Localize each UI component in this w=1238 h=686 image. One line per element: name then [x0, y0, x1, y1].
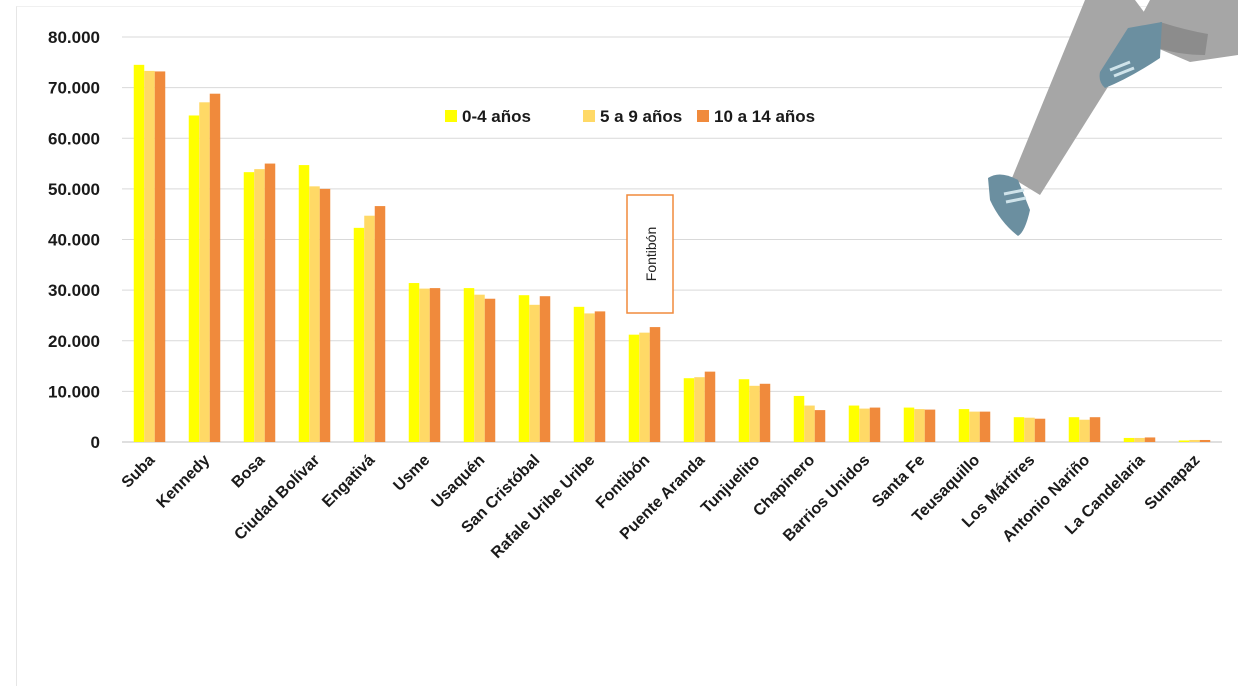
y-tick-label: 50.000 — [48, 180, 100, 199]
bar — [759, 383, 771, 442]
bar — [859, 408, 870, 442]
legend-swatch — [445, 110, 457, 122]
x-tick-label: Suba — [119, 452, 159, 492]
bar — [979, 411, 991, 442]
bar — [1068, 417, 1080, 442]
bar — [584, 313, 595, 442]
legend-label: 5 a 9 años — [600, 107, 682, 126]
bar — [1034, 418, 1046, 442]
bar — [649, 327, 661, 442]
bar — [903, 407, 915, 442]
bar — [869, 407, 881, 442]
bar — [529, 304, 540, 442]
bar — [419, 288, 430, 442]
bar — [408, 283, 420, 442]
x-tick-label: Engativá — [319, 452, 378, 511]
legend-swatch — [697, 110, 709, 122]
bar — [804, 405, 815, 442]
bar — [364, 215, 375, 442]
x-tick-label: Bosa — [229, 452, 269, 492]
bar — [704, 371, 716, 442]
bar — [1144, 437, 1156, 442]
x-tick-label: Rafale Uribe Uribe — [488, 452, 598, 562]
bar — [188, 115, 200, 442]
bar — [958, 409, 970, 442]
x-tick-label: Usme — [390, 452, 433, 495]
bar — [694, 377, 705, 442]
bar — [594, 311, 606, 442]
x-tick-label: Kennedy — [154, 452, 214, 512]
bar — [1178, 440, 1190, 442]
legend-label: 0-4 años — [462, 107, 531, 126]
y-tick-label: 80.000 — [48, 28, 100, 47]
bar — [1079, 419, 1090, 442]
bar — [924, 409, 936, 442]
y-tick-label: 40.000 — [48, 231, 100, 250]
y-tick-label: 30.000 — [48, 281, 100, 300]
shoe-laces — [1003, 188, 1027, 204]
bar — [264, 163, 276, 442]
bar — [639, 332, 650, 442]
bar — [133, 64, 145, 442]
legend-label: 10 a 14 años — [714, 107, 815, 126]
bar — [429, 288, 441, 442]
bar — [474, 294, 485, 442]
bar — [848, 405, 860, 442]
bar — [683, 378, 695, 442]
bar — [914, 409, 925, 442]
y-tick-label: 10.000 — [48, 382, 100, 401]
bar — [518, 295, 530, 442]
bar — [484, 298, 496, 442]
bar — [309, 186, 320, 442]
legend: 0-4 años 5 a 9 años 10 a 14 años — [445, 107, 815, 126]
bar — [154, 71, 166, 443]
bar — [628, 334, 640, 442]
bar — [1123, 437, 1135, 442]
shoe-laces — [1109, 60, 1135, 78]
y-tick-label: 20.000 — [48, 332, 100, 351]
fontibon-annotation: Fontibón — [626, 194, 674, 314]
bar — [209, 93, 221, 442]
bar — [1013, 417, 1025, 442]
runner-leg-shadow — [1158, 22, 1208, 55]
chart-frame — [16, 6, 1238, 686]
bar — [1189, 439, 1200, 442]
y-tick-label: 0 — [91, 433, 100, 452]
bar — [814, 410, 826, 442]
bar — [353, 227, 365, 442]
y-tick-label: 60.000 — [48, 129, 100, 148]
legend-swatch — [583, 110, 595, 122]
bar — [738, 379, 750, 442]
shoe-icon — [1099, 22, 1162, 88]
bar — [463, 288, 475, 442]
bar — [1089, 417, 1101, 442]
bar — [749, 385, 760, 442]
runner-legs-illustration — [988, 0, 1238, 236]
bar — [298, 165, 310, 443]
bar — [969, 411, 980, 442]
bar — [793, 395, 805, 442]
bar — [254, 169, 265, 442]
bar — [243, 172, 255, 442]
y-tick-label: 70.000 — [48, 79, 100, 98]
bar — [319, 188, 331, 442]
annotation-label: Fontibón — [643, 227, 659, 281]
bar — [1199, 439, 1211, 442]
bar — [144, 70, 155, 442]
bar — [199, 102, 210, 443]
bar — [539, 296, 551, 442]
bar — [573, 306, 585, 442]
bar — [1134, 437, 1145, 442]
x-tick-label: Sumapaz — [1142, 452, 1204, 514]
annotation-box — [626, 194, 674, 314]
bar — [1024, 417, 1035, 442]
bar — [374, 206, 386, 442]
x-tick-label: Santa Fe — [869, 452, 928, 511]
